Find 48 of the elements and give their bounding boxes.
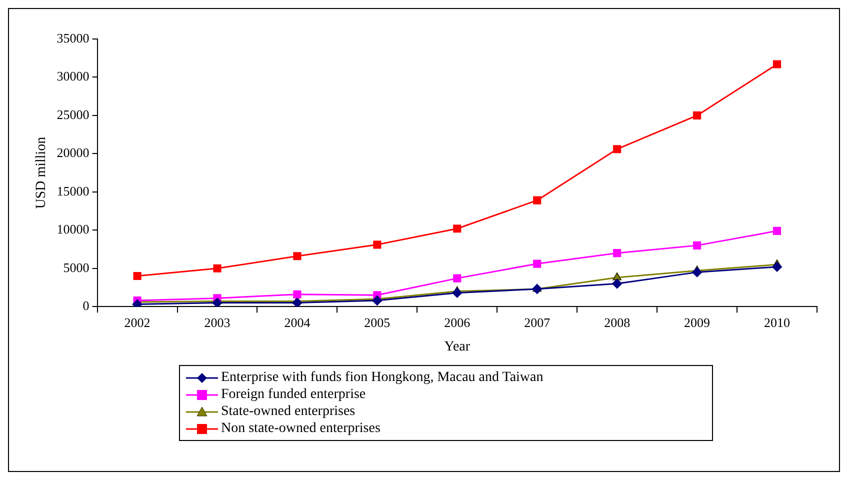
y-tick-label: 5000 [63,260,90,275]
legend-label: State-owned enterprises [221,403,356,420]
point [452,288,462,298]
x-tick-label: 2007 [524,314,551,330]
point [533,260,542,268]
point [212,298,222,307]
point [612,278,622,289]
x-tick-label: 2002 [124,314,150,330]
legend-label: Non state-owned enterprises [221,420,380,437]
point [453,274,462,282]
point [692,267,702,278]
point [292,298,302,307]
y-tick-label: 20000 [56,145,90,160]
point [373,240,382,249]
point [612,272,622,280]
x-tick-label: 2010 [764,314,790,330]
point [532,284,542,294]
x-tick-label: 2005 [364,314,390,330]
y-tick-label: 0 [82,298,90,314]
legend-label: Enterprise with funds fion Hongkong, Macau and Taiwan [221,369,544,386]
x-tick-label: 2006 [444,314,471,330]
x-tick-label: 2008 [604,314,630,330]
y-axis-title: USD million [34,136,50,209]
x-tick-label: 2003 [204,314,230,330]
y-tick-label: 35000 [56,30,90,46]
point [533,196,542,204]
y-tick-label: 10000 [56,222,90,237]
point [213,264,222,272]
point [613,249,622,258]
legend-label: Foreign funded enterprise [221,386,366,403]
point [293,290,302,298]
point [133,272,142,280]
point [613,145,622,154]
y-tick-label: 30000 [56,68,90,84]
x-tick-label: 2009 [684,314,710,330]
y-tick-label: 25000 [56,106,90,122]
point [772,60,782,68]
point [293,252,302,260]
point [132,299,142,307]
x-axis-title: Year [444,339,470,354]
point [772,226,782,235]
point [693,241,702,250]
point [693,111,702,120]
y-tick-label: 15000 [56,183,90,198]
point [772,262,782,272]
x-tick-label: 2004 [284,314,311,330]
point [453,224,462,233]
point [372,295,382,306]
